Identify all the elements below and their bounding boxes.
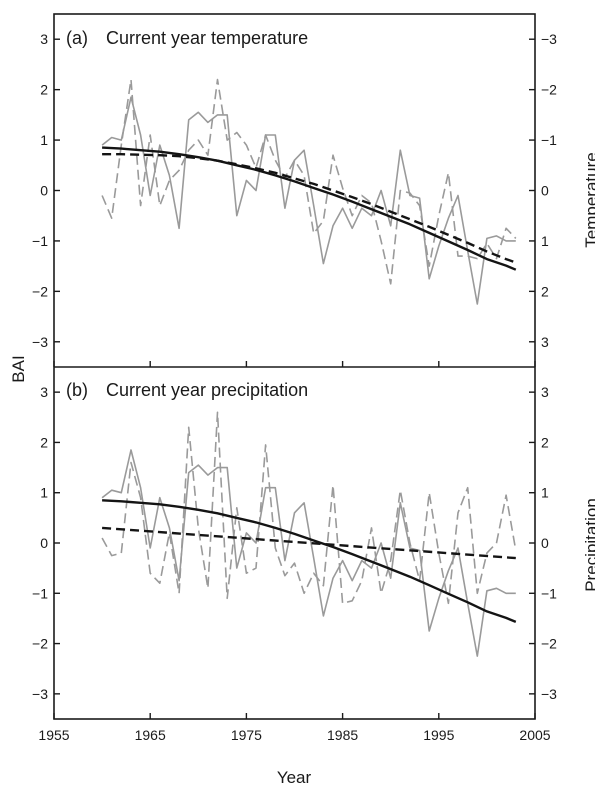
left-y-tick-label: 0 <box>40 535 48 551</box>
left-y-tick-label: −3 <box>32 334 48 350</box>
panel-b-label: (b) <box>66 380 88 400</box>
panel-b-series-solid-gray <box>101 449 516 657</box>
right-y-tick-label: −3 <box>541 686 557 702</box>
right-y-tick-label: −1 <box>541 132 557 148</box>
panel-b-series-solid-black-trend <box>102 499 517 624</box>
panel-b-ticks: 3 2 1 0 −1 −2 −3 3 2 1 0 −1 −2 −3 <box>32 384 557 719</box>
left-y-tick-label: 0 <box>40 183 48 199</box>
right-y-tick-label: −2 <box>541 636 557 652</box>
panel-b-right-axis-title: Precipitation <box>582 498 595 592</box>
left-y-tick-label: 3 <box>40 31 48 47</box>
y-axis-title: BAI <box>9 355 28 382</box>
left-y-tick-label: 3 <box>40 384 48 400</box>
right-y-tick-label: 0 <box>541 183 549 199</box>
panel-a-series-group <box>101 78 517 305</box>
right-y-tick-label: −1 <box>541 585 557 601</box>
left-y-tick-label: −2 <box>32 283 48 299</box>
right-y-tick-label: 1 <box>541 485 549 501</box>
panel-a: 3 2 1 0 −1 −2 −3 −3 −2 −1 0 1 2 3 (a) Current year te… <box>32 28 595 367</box>
left-y-tick-label: 1 <box>40 132 48 148</box>
panel-a-series-dashed-gray <box>101 78 517 285</box>
left-y-tick-label: −1 <box>32 233 48 249</box>
panel-a-right-axis-title: Temperature <box>582 152 595 247</box>
x-tick-label: 2005 <box>519 727 550 743</box>
left-y-tick-label: −1 <box>32 585 48 601</box>
left-y-tick-label: 2 <box>40 434 48 450</box>
panel-a-series-solid-gray <box>101 96 516 305</box>
right-y-tick-label: 2 <box>541 434 549 450</box>
right-y-tick-label: 3 <box>541 384 549 400</box>
x-tick-label: 1995 <box>423 727 454 743</box>
panel-a-label: (a) <box>66 28 88 48</box>
panel-b-series-group <box>101 411 517 657</box>
right-y-tick-label: −3 <box>541 31 557 47</box>
panel-b-series-dashed-gray <box>101 411 517 605</box>
x-tick-label: 1975 <box>231 727 262 743</box>
panel-b: 3 2 1 0 −1 −2 −3 3 2 1 0 −1 −2 −3 (b) Current year pr… <box>32 380 595 719</box>
left-y-tick-label: −3 <box>32 686 48 702</box>
panel-a-series-solid-black-trend <box>102 146 517 271</box>
right-y-tick-label: 1 <box>541 233 549 249</box>
panel-a-title: Current year temperature <box>106 28 308 48</box>
panel-b-title: Current year precipitation <box>106 380 308 400</box>
panel-a-series-dashed-black-trend <box>102 153 517 264</box>
x-axis-ticks: 1955 1965 1975 1985 1995 2005 <box>38 727 550 743</box>
right-y-tick-label: 2 <box>541 283 549 299</box>
right-y-tick-label: 3 <box>541 334 549 350</box>
x-tick-label: 1955 <box>38 727 69 743</box>
left-y-tick-label: −2 <box>32 636 48 652</box>
x-tick-label: 1965 <box>135 727 166 743</box>
left-y-tick-label: 2 <box>40 82 48 98</box>
right-y-tick-label: 0 <box>541 535 549 551</box>
left-y-tick-label: 1 <box>40 485 48 501</box>
panel-a-ticks: 3 2 1 0 −1 −2 −3 −3 −2 −1 0 1 2 3 <box>32 31 557 367</box>
x-axis-title: Year <box>277 768 312 787</box>
x-tick-label: 1985 <box>327 727 358 743</box>
right-y-tick-label: −2 <box>541 82 557 98</box>
